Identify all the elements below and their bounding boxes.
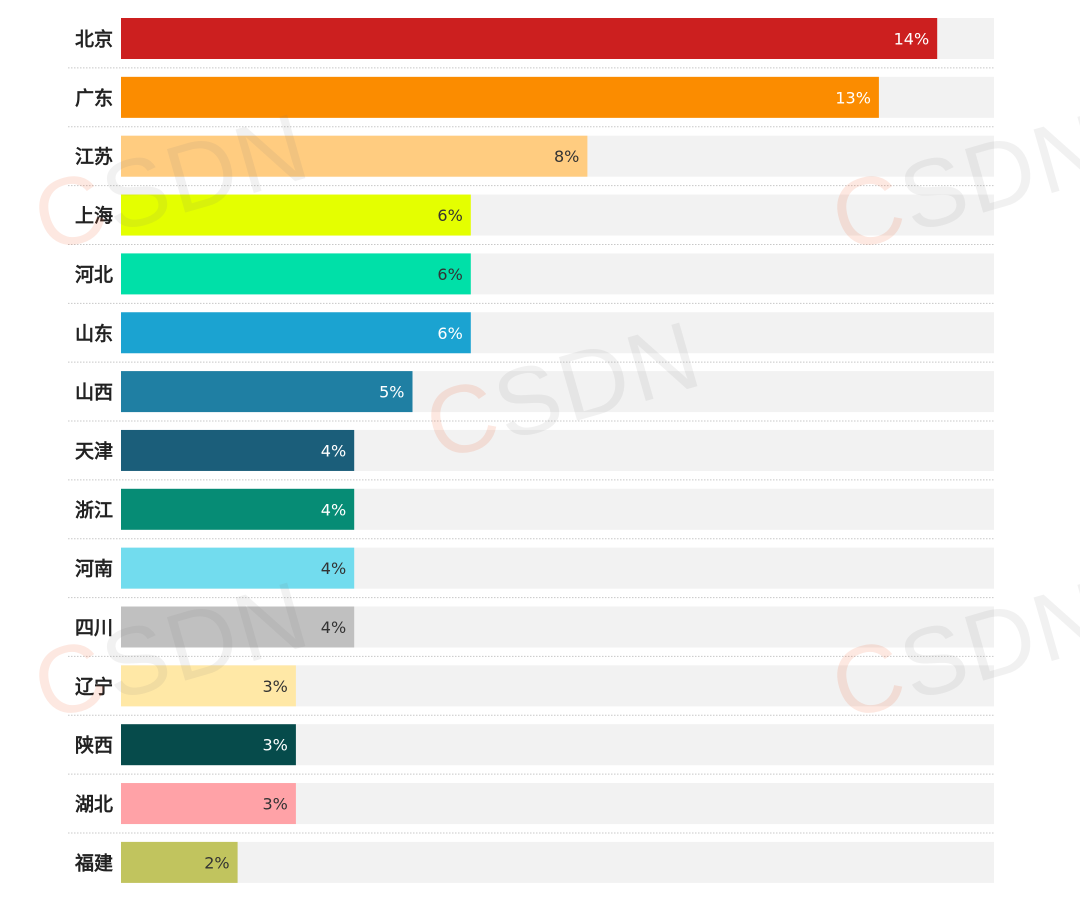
bar [121, 665, 296, 707]
bar [121, 371, 413, 413]
bar [121, 841, 238, 883]
value-label: 4% [321, 618, 346, 637]
bar [121, 547, 355, 589]
bar [121, 253, 471, 295]
bar-row: 湖北 3% [68, 783, 994, 834]
value-label: 5% [379, 383, 404, 402]
bar [121, 783, 296, 825]
category-label: 山西 [75, 382, 113, 404]
category-label: 陕西 [75, 734, 113, 757]
bar [121, 135, 588, 177]
bar [121, 76, 879, 118]
value-label: 4% [321, 500, 346, 519]
bar-row: 上海 6% [68, 194, 994, 245]
bar-row: 北京 14% [68, 18, 994, 69]
value-label: 8% [554, 147, 579, 166]
value-label: 3% [263, 736, 288, 755]
bar-row: 陕西 3% [68, 724, 994, 775]
value-label: 6% [437, 324, 462, 343]
category-label: 山东 [75, 322, 113, 345]
category-label: 辽宁 [75, 675, 113, 698]
bar [121, 488, 355, 530]
category-label: 江苏 [75, 145, 113, 168]
category-label: 浙江 [75, 498, 113, 521]
category-label: 广东 [75, 86, 113, 109]
value-label: 2% [204, 853, 229, 872]
bar-row: 江苏 8% [68, 135, 994, 187]
bar [121, 724, 296, 766]
value-label: 14% [894, 30, 930, 49]
category-label: 河南 [75, 558, 113, 580]
bar-row: 山西 5% [68, 371, 994, 422]
bar-row: 浙江 4% [68, 488, 994, 540]
category-label: 四川 [75, 617, 113, 639]
value-label: 13% [835, 88, 871, 107]
category-label: 福建 [74, 851, 113, 874]
bar-row: 河北 6% [68, 253, 994, 304]
bar-row: 辽宁 3% [68, 665, 994, 716]
category-label: 河北 [75, 264, 113, 286]
bar-row: 福建 2% [74, 841, 994, 883]
value-label: 6% [437, 206, 462, 225]
bar-row: 四川 4% [68, 606, 994, 657]
bar [121, 312, 471, 354]
bar [121, 194, 471, 236]
bar [121, 429, 355, 471]
bar-row: 广东 13% [68, 76, 994, 128]
bar [121, 606, 355, 648]
value-label: 4% [321, 559, 346, 578]
bar [121, 18, 938, 59]
value-label: 6% [437, 265, 462, 284]
value-label: 3% [263, 795, 288, 814]
value-label: 4% [321, 441, 346, 460]
bar-track [121, 841, 994, 883]
bar-row: 河南 4% [68, 547, 994, 599]
bar-row: 天津 4% [68, 429, 994, 481]
bar-row: 山东 6% [68, 312, 994, 363]
category-label: 上海 [75, 204, 113, 227]
category-label: 天津 [75, 439, 113, 462]
value-label: 3% [263, 677, 288, 696]
category-label: 北京 [75, 28, 113, 51]
category-label: 湖北 [75, 794, 113, 816]
